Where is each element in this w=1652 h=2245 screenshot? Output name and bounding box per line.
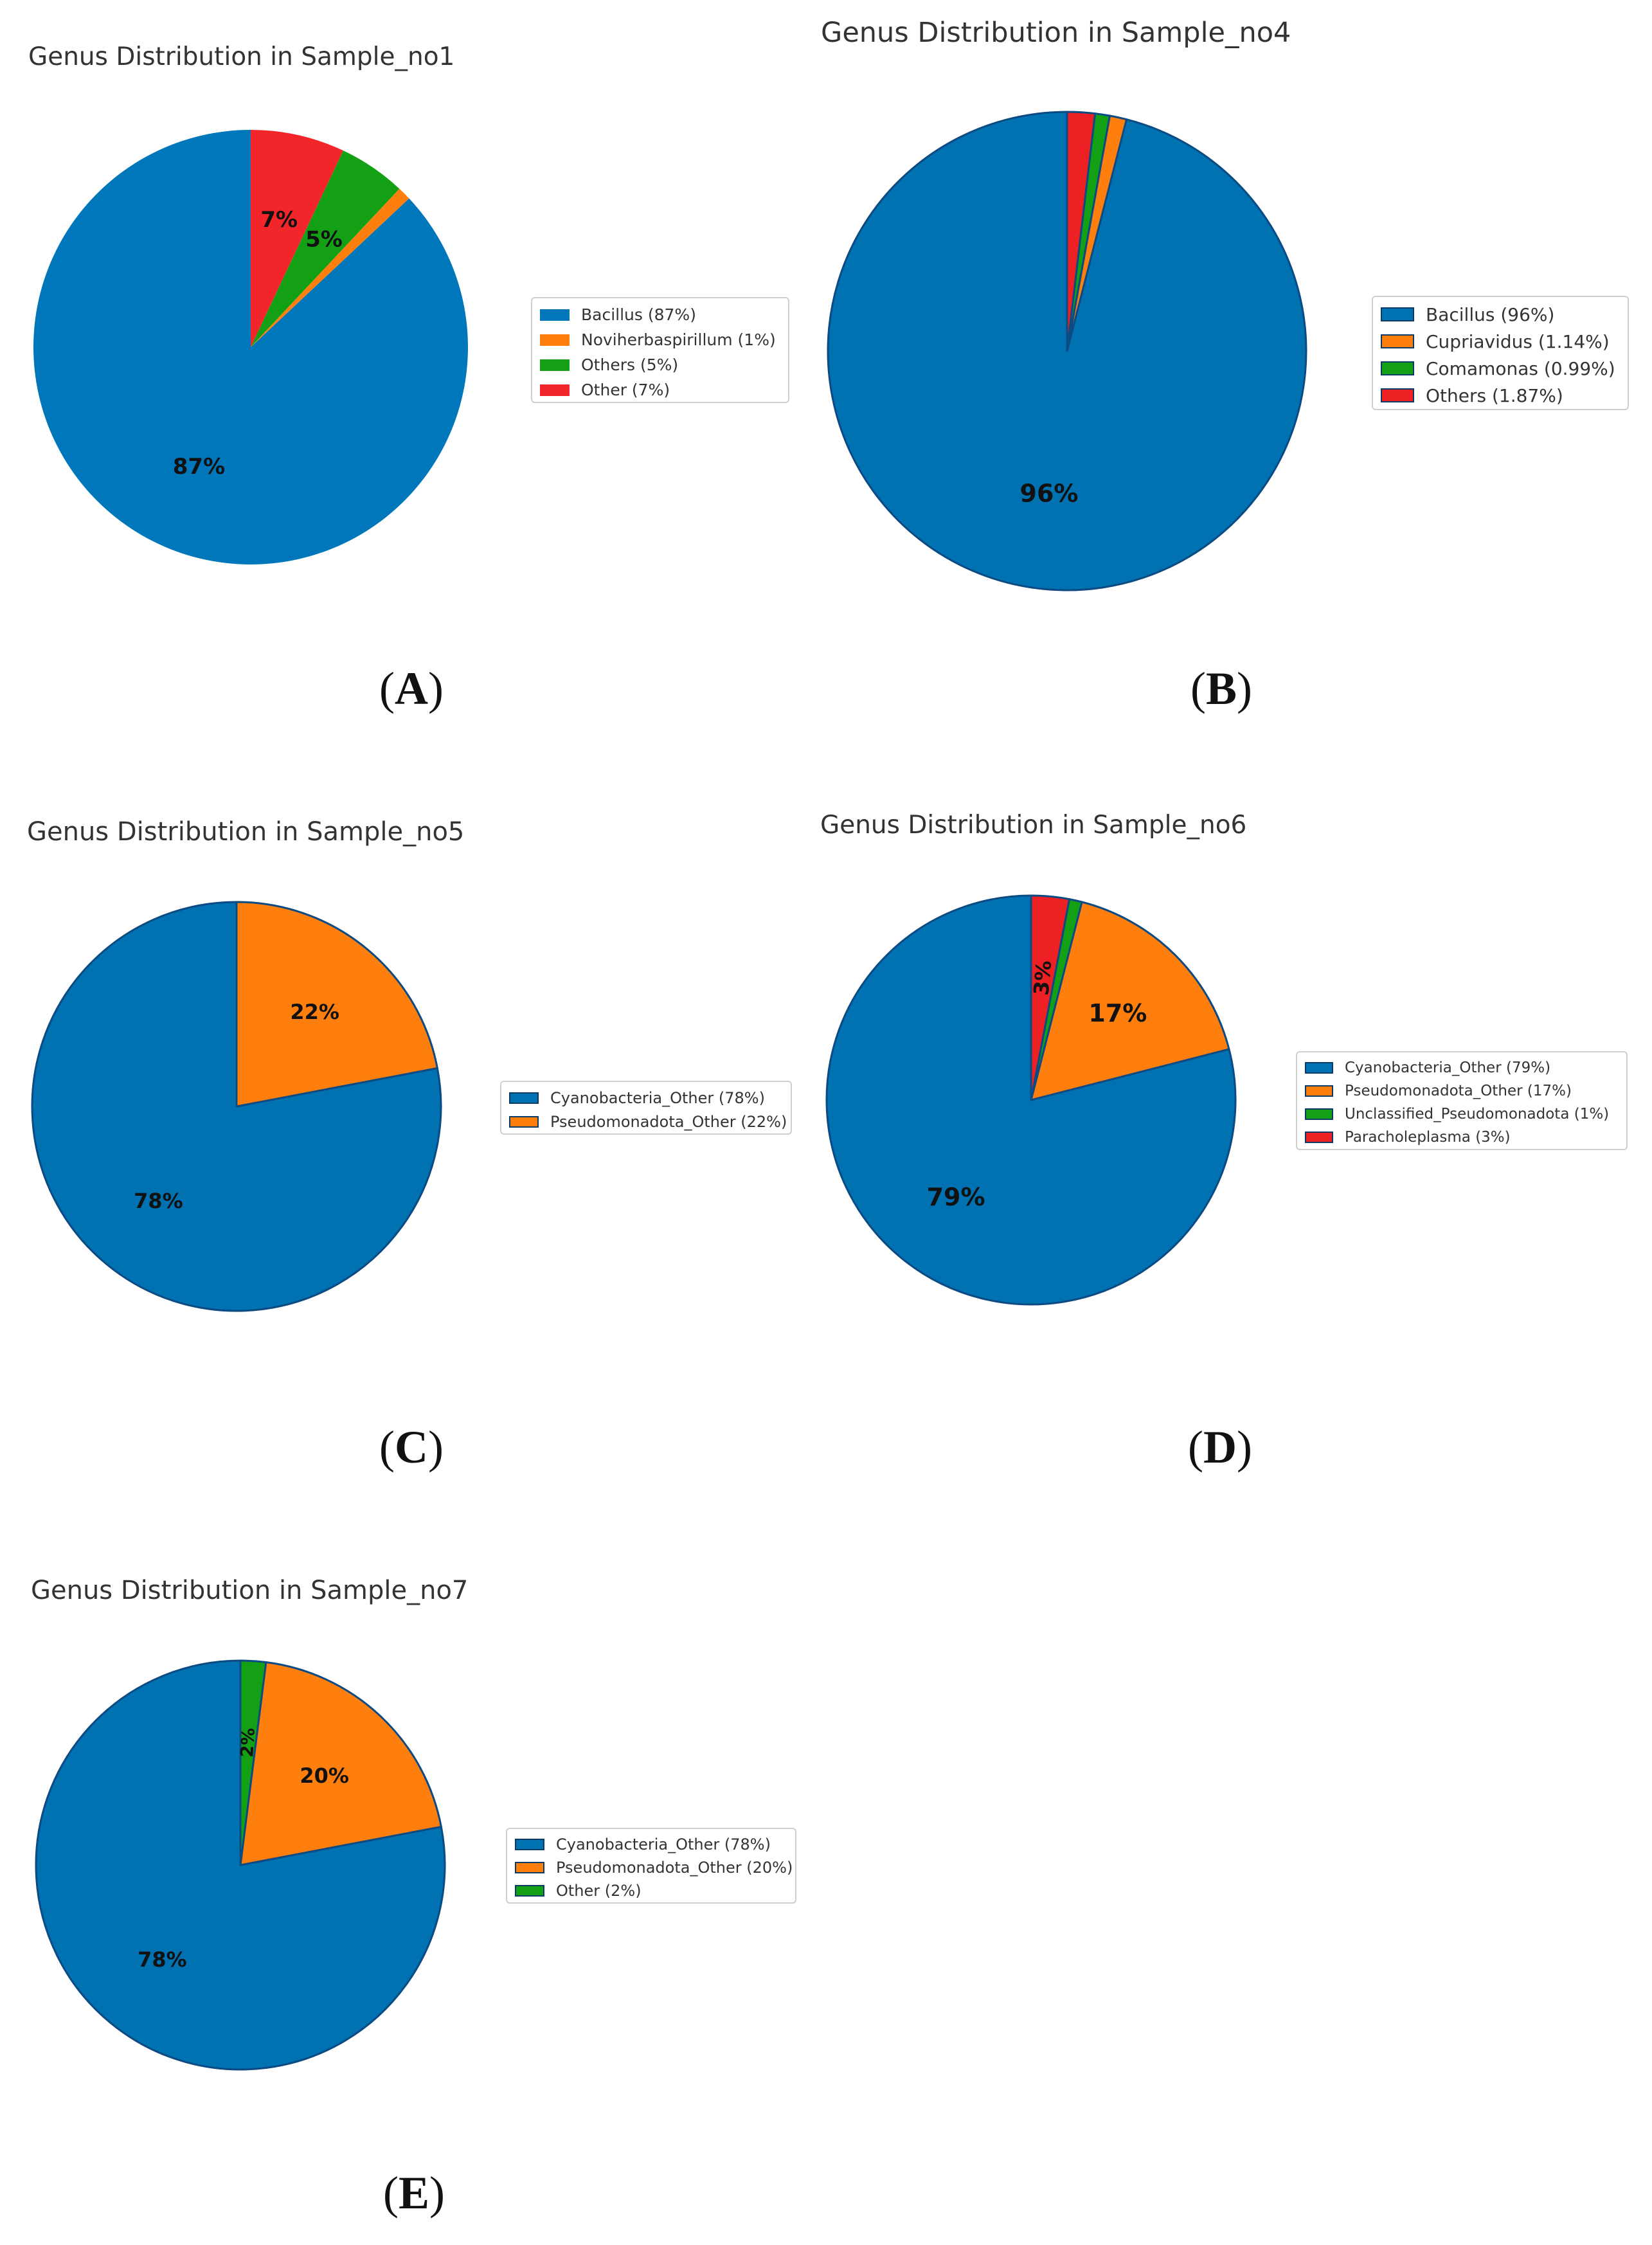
pie-label-cyanobacteria-other: 78% (138, 1947, 187, 1972)
legend-swatch (515, 1839, 544, 1850)
legend-swatch (1381, 361, 1414, 375)
panel-label-e: (E) (383, 2167, 445, 2219)
legend-item-paracholeplasma: Paracholeplasma (3%) (1305, 1126, 1617, 1149)
legend-label: Bacillus (96%) (1426, 303, 1555, 325)
pie-label-bacillus: 87% (173, 454, 225, 480)
legend-e: Cyanobacteria_Other (78%) Pseudomonadota_… (506, 1828, 796, 1904)
legend-swatch (1305, 1062, 1333, 1074)
pie-slice-pseudomonadota-other (1030, 901, 1230, 1101)
pie-chart-b: 96% (827, 111, 1307, 591)
pie-chart-c: 78% 22% (31, 901, 442, 1312)
pie-label-pseudomonadota-other: 20% (300, 1763, 349, 1788)
legend-label: Other (7%) (581, 381, 670, 399)
chart-title-a: Genus Distribution in Sample_no1 (28, 42, 455, 71)
legend-item-pseudomonadota-other: Pseudomonadota_Other (17%) (1305, 1079, 1617, 1103)
legend-swatch (515, 1862, 544, 1873)
legend-swatch (509, 1115, 539, 1128)
pie-label-others: 5% (305, 226, 343, 252)
legend-swatch (1305, 1132, 1333, 1143)
panel-label-b: (B) (1190, 663, 1252, 714)
legend-item-others: Others (1.87%) (1381, 382, 1619, 409)
legend-label: Bacillus (87%) (581, 305, 696, 324)
pie-label-pseudomonadota-other: 22% (290, 1000, 339, 1024)
legend-item-other: Other (7%) (540, 377, 779, 402)
legend-d: Cyanobacteria_Other (79%) Pseudomonadota_… (1296, 1051, 1628, 1150)
legend-item-comamonas: Comamonas (0.99%) (1381, 355, 1619, 382)
legend-a: Bacillus (87%) Noviherbaspirillum (1%) Oth… (531, 297, 789, 403)
pie-slice-cyanobacteria-other (31, 901, 442, 1312)
legend-swatch (1305, 1108, 1333, 1120)
pie-slice-pseudomonadota-other (239, 1661, 442, 1866)
legend-item-other: Other (2%) (515, 1879, 786, 1902)
legend-item-cyanobacteria-other: Cyanobacteria_Other (78%) (509, 1086, 782, 1110)
legend-b: Bacillus (96%) Cupriavidus (1.14%) Comamon… (1372, 296, 1629, 410)
legend-item-pseudomonadota-other: Pseudomonadota_Other (22%) (509, 1110, 787, 1133)
legend-label: Pseudomonadota_Other (22%) (550, 1112, 787, 1131)
panel-label-d: (D) (1188, 1421, 1252, 1473)
legend-swatch (1381, 307, 1414, 321)
pie-slice-cyanobacteria-other (35, 1659, 446, 2071)
legend-label: Unclassified_Pseudomonadota (1%) (1345, 1106, 1610, 1122)
pie-slice-noviherbaspirillum (251, 188, 409, 347)
pie-label-cyanobacteria-other: 79% (927, 1183, 985, 1211)
legend-label: Cyanobacteria_Other (78%) (550, 1088, 765, 1107)
legend-item-noviherbaspirillum: Noviherbaspirillum (1%) (540, 327, 779, 352)
legend-c: Cyanobacteria_Other (78%) Pseudomonadota_… (500, 1081, 792, 1135)
legend-label: Others (1.87%) (1426, 384, 1563, 406)
legend-item-bacillus: Bacillus (87%) (540, 302, 779, 327)
pie-label-bacillus: 96% (1020, 479, 1079, 507)
legend-item-cupriavidus: Cupriavidus (1.14%) (1381, 328, 1619, 355)
legend-label: Others (5%) (581, 356, 679, 374)
legend-swatch (540, 334, 570, 346)
legend-label: Cupriavidus (1.14%) (1426, 330, 1610, 352)
chart-title-e: Genus Distribution in Sample_no7 (31, 1576, 469, 1605)
pie-chart-d: 79% 17% 3% (825, 894, 1237, 1306)
legend-swatch (540, 384, 570, 396)
panel-label-c: (C) (379, 1421, 444, 1473)
legend-label: Pseudomonadota_Other (20%) (556, 1859, 793, 1877)
legend-label: Noviherbaspirillum (1%) (581, 330, 776, 349)
pie-slice-pseudomonadota-other (235, 901, 438, 1108)
legend-label: Cyanobacteria_Other (78%) (556, 1835, 771, 1853)
chart-title-d: Genus Distribution in Sample_no6 (820, 811, 1247, 840)
pie-label-pseudomonadota-other: 17% (1088, 999, 1147, 1027)
pie-label-paracholeplasma: 3% (1028, 959, 1056, 996)
pie-slice-others (1066, 111, 1097, 352)
legend-swatch (509, 1092, 539, 1104)
legend-swatch (1381, 334, 1414, 348)
legend-item-pseudomonadota-other: Pseudomonadota_Other (20%) (515, 1856, 793, 1879)
panel-label-a: (A) (379, 663, 444, 714)
pie-label-other: 7% (260, 207, 298, 233)
legend-swatch (515, 1885, 544, 1897)
pie-label-cyanobacteria-other: 78% (134, 1189, 183, 1213)
legend-label: Cyanobacteria_Other (79%) (1345, 1059, 1551, 1076)
legend-label: Paracholeplasma (3%) (1345, 1129, 1511, 1146)
legend-label: Other (2%) (556, 1882, 642, 1900)
legend-label: Pseudomonadota_Other (17%) (1345, 1083, 1572, 1099)
chart-title-c: Genus Distribution in Sample_no5 (27, 817, 465, 847)
legend-swatch (1381, 388, 1414, 402)
pie-slice-paracholeplasma (1030, 894, 1071, 1101)
legend-item-bacillus: Bacillus (96%) (1381, 301, 1619, 328)
pie-slice-bacillus (33, 130, 469, 564)
pie-chart-e: 78% 20% 2% (35, 1659, 446, 2071)
pie-slice-other (239, 1659, 267, 1866)
pie-label-other: 2% (237, 1727, 259, 1758)
legend-swatch (1305, 1085, 1333, 1097)
legend-item-unclassified-pseudomonadota: Unclassified_Pseudomonadota (1%) (1305, 1103, 1617, 1126)
pie-chart-a: 87% 5% 7% (33, 130, 469, 564)
pie-slice-others (251, 150, 400, 347)
pie-slice-other (251, 130, 343, 347)
chart-title-b: Genus Distribution in Sample_no4 (821, 17, 1291, 49)
legend-item-cyanobacteria-other: Cyanobacteria_Other (78%) (515, 1833, 786, 1856)
legend-item-others: Others (5%) (540, 352, 779, 377)
legend-swatch (540, 309, 570, 321)
legend-label: Comamonas (0.99%) (1426, 357, 1615, 379)
legend-item-cyanobacteria-other: Cyanobacteria_Other (79%) (1305, 1056, 1617, 1079)
legend-swatch (540, 359, 570, 371)
